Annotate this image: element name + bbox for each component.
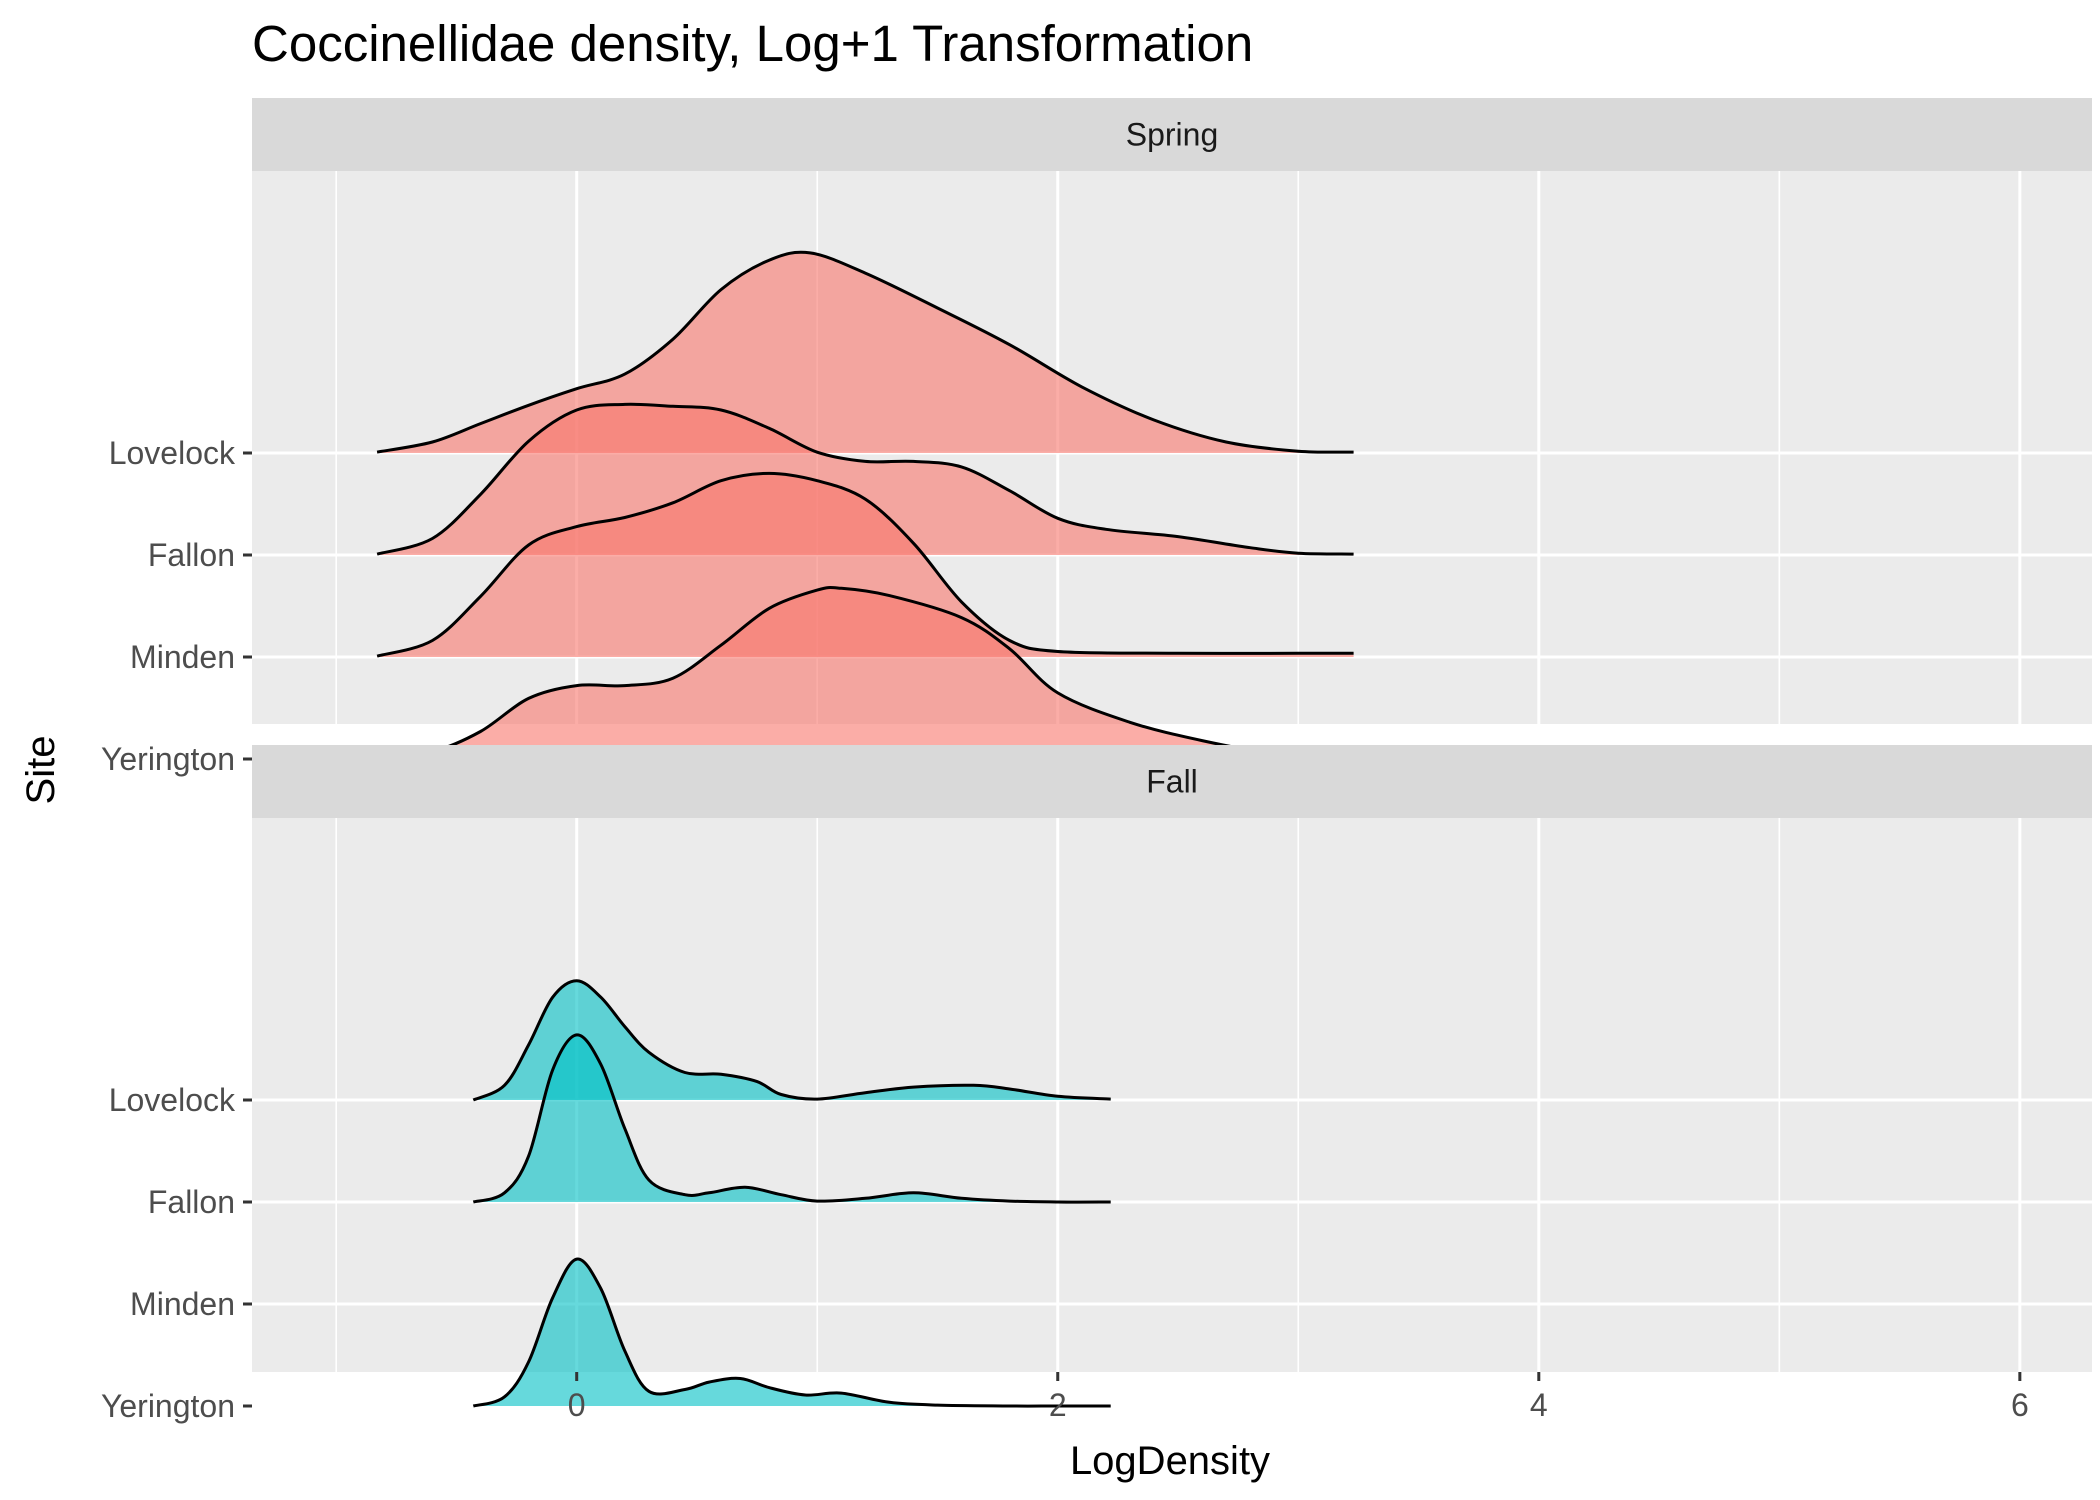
panel-fall: Fall Lovelock Fallon Minden Yerington bbox=[101, 745, 2092, 1424]
y-tick-label-lovelock: Lovelock bbox=[109, 1082, 236, 1118]
y-tick-label-minden: Minden bbox=[130, 639, 235, 675]
y-tick-label-yerington: Yerington bbox=[101, 1388, 235, 1424]
x-axis-title: LogDensity bbox=[1070, 1439, 1270, 1483]
ridges bbox=[472, 979, 1111, 1408]
ridge-fall-lovelock bbox=[472, 979, 1111, 1102]
chart-title: Coccinellidae density, Log+1 Transformat… bbox=[252, 15, 1253, 72]
ridge-outline bbox=[376, 586, 1354, 760]
strip-label-fall: Fall bbox=[1146, 764, 1198, 800]
ridge-fall-yerington bbox=[472, 1257, 1111, 1408]
y-tick-label-minden: Minden bbox=[130, 1286, 235, 1322]
ridge-spring-yerington bbox=[376, 586, 1354, 760]
y-tick-label-yerington: Yerington bbox=[101, 741, 235, 777]
panels-group: Spring Lovelock Fallon Minden Yerington Fall L… bbox=[101, 98, 2092, 1424]
x-tick-label: 4 bbox=[1530, 1387, 1548, 1423]
ridge-outline bbox=[472, 1033, 1111, 1204]
y-axis-title: Site bbox=[19, 736, 63, 805]
ridge-outline bbox=[376, 471, 1354, 658]
strip-background bbox=[252, 98, 2092, 171]
ridge-outline bbox=[376, 402, 1354, 556]
strip-background bbox=[252, 745, 2092, 818]
panel-spring: Spring Lovelock Fallon Minden Yerington bbox=[101, 98, 2092, 777]
y-tick-label-fallon: Fallon bbox=[148, 537, 235, 573]
strip-label-spring: Spring bbox=[1126, 117, 1219, 153]
ridge-outline bbox=[472, 1257, 1111, 1408]
ridge-fill bbox=[377, 252, 1354, 453]
ridge-spring-lovelock bbox=[376, 250, 1354, 454]
ridge-fall-fallon bbox=[472, 1033, 1111, 1204]
ridge-spring-minden bbox=[376, 471, 1354, 658]
ridge-outline bbox=[472, 979, 1111, 1102]
x-tick-label: 6 bbox=[2011, 1387, 2029, 1423]
ridge-fill bbox=[473, 980, 1111, 1100]
ridge-outline bbox=[376, 250, 1354, 454]
x-tick-label: 2 bbox=[1049, 1387, 1067, 1423]
ridge-fill bbox=[473, 1034, 1111, 1203]
y-tick-label-fallon: Fallon bbox=[148, 1184, 235, 1220]
x-axis: 0 2 4 6 bbox=[568, 1372, 2029, 1423]
x-tick-label: 0 bbox=[568, 1387, 586, 1423]
y-tick-label-lovelock: Lovelock bbox=[109, 435, 236, 471]
ridges bbox=[376, 250, 1354, 760]
